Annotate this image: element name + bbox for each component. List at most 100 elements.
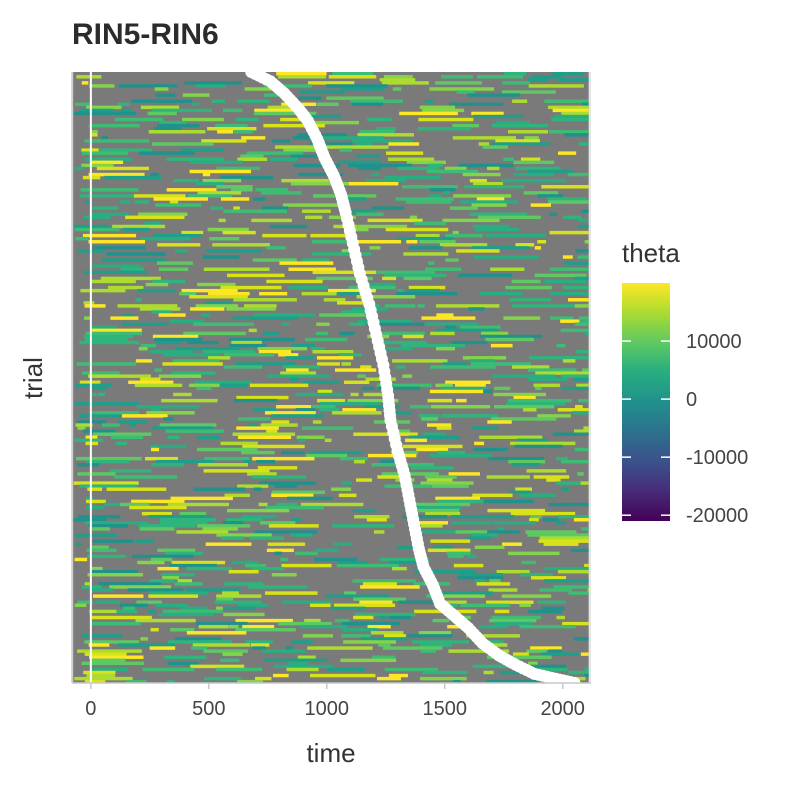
heatmap-cell bbox=[170, 628, 195, 632]
heatmap-cell bbox=[437, 450, 466, 455]
heatmap-cell bbox=[155, 603, 188, 608]
heatmap-cell bbox=[281, 178, 329, 183]
heatmap-cell bbox=[575, 249, 589, 253]
heatmap-cell bbox=[373, 530, 385, 534]
heatmap-cell bbox=[451, 340, 488, 345]
heatmap-cell bbox=[316, 331, 329, 336]
heatmap-cell bbox=[169, 563, 217, 568]
heatmap-cell bbox=[411, 530, 456, 534]
heatmap-cell bbox=[216, 166, 260, 171]
heatmap-cell bbox=[486, 600, 534, 604]
heatmap-cell bbox=[350, 99, 403, 103]
heatmap-cell bbox=[201, 313, 211, 317]
heatmap-cell bbox=[513, 160, 555, 165]
heatmap-cell bbox=[202, 178, 242, 183]
heatmap-cell bbox=[573, 637, 589, 641]
heatmap-cell bbox=[430, 539, 471, 543]
heatmap-cell bbox=[204, 676, 242, 681]
heatmap-cell bbox=[196, 386, 212, 391]
heatmap-cell bbox=[486, 679, 540, 684]
heatmap-cell bbox=[368, 295, 416, 299]
heatmap-cell bbox=[297, 133, 348, 137]
heatmap-cell bbox=[261, 191, 302, 195]
heatmap-cell bbox=[216, 533, 272, 537]
heatmap-cell bbox=[228, 337, 295, 342]
heatmap-cell bbox=[386, 151, 424, 155]
heatmap-cell bbox=[179, 511, 207, 516]
heatmap-cell bbox=[575, 350, 589, 354]
heatmap-cell bbox=[89, 667, 129, 672]
heatmap-cell bbox=[319, 313, 367, 317]
heatmap-cell bbox=[203, 267, 270, 271]
heatmap-cell bbox=[539, 536, 589, 540]
heatmap-cell bbox=[232, 316, 298, 320]
heatmap-cell bbox=[435, 81, 482, 85]
heatmap-cell bbox=[435, 346, 455, 351]
heatmap-cell bbox=[82, 233, 137, 238]
heatmap-cell bbox=[207, 126, 257, 131]
heatmap-cell bbox=[137, 404, 200, 409]
heatmap-cell bbox=[426, 169, 479, 174]
heatmap-cell bbox=[281, 563, 332, 568]
heatmap-cell bbox=[232, 432, 296, 436]
heatmap-cell bbox=[356, 478, 372, 482]
heatmap-cell bbox=[74, 676, 133, 681]
heatmap-cell bbox=[422, 108, 465, 113]
heatmap-cell bbox=[266, 279, 323, 284]
heatmap-cell bbox=[285, 356, 315, 360]
heatmap-cell bbox=[433, 545, 452, 549]
heatmap-cell bbox=[235, 362, 295, 366]
heatmap-cell bbox=[84, 316, 92, 320]
heatmap-cell bbox=[435, 328, 499, 333]
heatmap-cell bbox=[513, 395, 536, 400]
heatmap-cell bbox=[496, 569, 530, 574]
heatmap-cell bbox=[485, 337, 535, 342]
heatmap-cell bbox=[515, 243, 535, 247]
heatmap-cell bbox=[297, 655, 316, 659]
heatmap-cell bbox=[204, 456, 250, 461]
heatmap-cell bbox=[543, 279, 587, 284]
heatmap-cell bbox=[114, 117, 164, 122]
heatmap-cell bbox=[297, 172, 343, 177]
heatmap-cell bbox=[584, 673, 589, 678]
heatmap-cell bbox=[90, 545, 109, 549]
heatmap-cell bbox=[75, 542, 82, 546]
heatmap-cell bbox=[167, 502, 229, 507]
heatmap-cell bbox=[91, 658, 126, 663]
heatmap-cell bbox=[562, 621, 589, 626]
heatmap-cell bbox=[274, 551, 282, 556]
heatmap-cell bbox=[501, 90, 556, 94]
heatmap-cell bbox=[137, 560, 165, 565]
heatmap-cell bbox=[135, 298, 142, 302]
heatmap-cell bbox=[455, 383, 486, 388]
heatmap-cell bbox=[137, 288, 176, 293]
heatmap-cell bbox=[326, 84, 388, 88]
heatmap-cell bbox=[486, 655, 552, 659]
heatmap-cell bbox=[89, 609, 117, 614]
heatmap-cell bbox=[256, 459, 276, 464]
heatmap-cell bbox=[174, 346, 239, 351]
heatmap-cell bbox=[467, 93, 520, 97]
heatmap-cell bbox=[79, 484, 138, 488]
heatmap-cell bbox=[160, 518, 217, 522]
heatmap-cell bbox=[88, 240, 146, 244]
heatmap-cell bbox=[220, 285, 282, 290]
heatmap-cell bbox=[378, 615, 387, 620]
heatmap-cell bbox=[205, 301, 232, 305]
heatmap-cell bbox=[469, 212, 528, 216]
heatmap-cell bbox=[343, 380, 370, 385]
heatmap-cell bbox=[564, 133, 589, 137]
heatmap-cell bbox=[355, 142, 373, 146]
heatmap-cell bbox=[173, 392, 192, 397]
heatmap-cell bbox=[333, 603, 396, 608]
heatmap-cell bbox=[503, 72, 527, 76]
heatmap-cell bbox=[230, 188, 253, 192]
heatmap-cell bbox=[376, 676, 401, 681]
heatmap-cell bbox=[544, 579, 589, 583]
heatmap-cell bbox=[489, 579, 501, 583]
heatmap-cell bbox=[398, 600, 434, 604]
heatmap-cell bbox=[235, 628, 296, 632]
heatmap-cell bbox=[77, 472, 116, 476]
heatmap-cell bbox=[226, 518, 263, 522]
heatmap-cell bbox=[149, 350, 193, 354]
